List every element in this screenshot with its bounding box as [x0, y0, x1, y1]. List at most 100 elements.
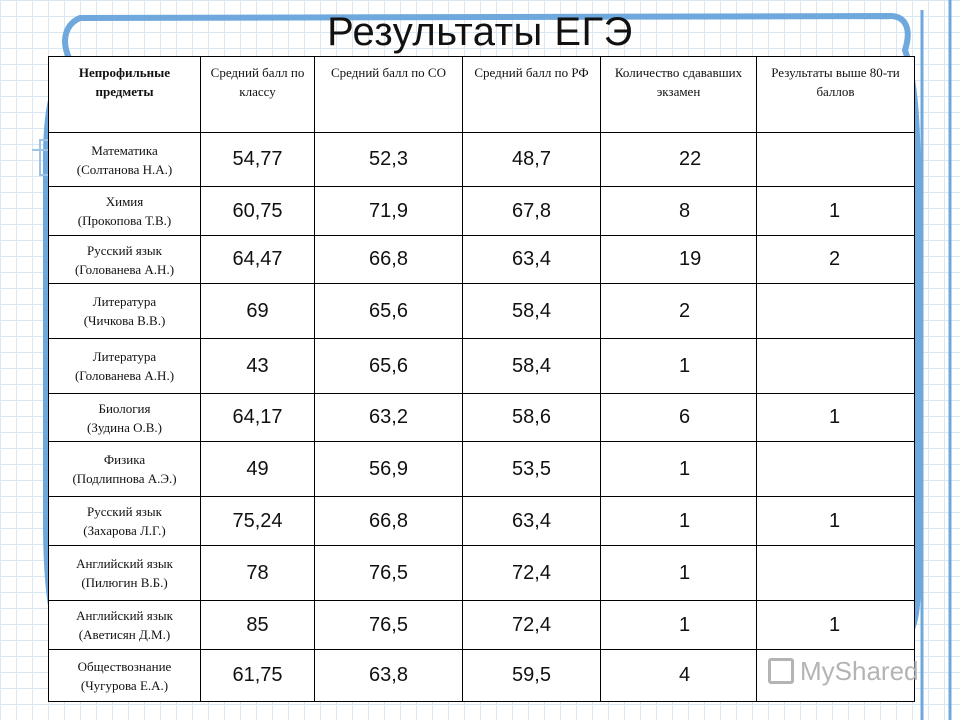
- so-avg-value: 63,8: [369, 664, 408, 686]
- so-avg-value: 71,9: [369, 199, 408, 222]
- header-above80: Результаты выше 80-ти баллов: [756, 56, 915, 133]
- subject-cell: Физика (Подлипнова А.Э.): [48, 441, 201, 497]
- so-avg-cell: 66,8: [314, 496, 463, 546]
- subject-cell: Литература (Голованева А.Н.): [48, 338, 201, 394]
- subject-name: Обществознание: [77, 658, 172, 674]
- teacher-name: (Зудина О.В.): [87, 419, 162, 435]
- class-avg-cell: 49: [200, 441, 315, 497]
- so-avg-cell: 63,2: [314, 393, 463, 442]
- above80-value: 2: [829, 248, 841, 270]
- subject-name: Литература: [92, 349, 157, 364]
- table-row: Английский язык (Аветисян Д.М.) 85 76,5 72,4…: [48, 600, 915, 650]
- rf-avg-cell: 63,4: [462, 496, 601, 546]
- class-avg-value: 43: [246, 354, 269, 377]
- subject-name: Химия: [105, 194, 144, 209]
- so-avg-cell: 76,5: [314, 545, 463, 601]
- class-avg-value: 85: [246, 613, 269, 636]
- subject-name: Биология: [98, 400, 151, 416]
- rf-avg-value: 72,4: [512, 613, 551, 636]
- above80-cell: 1: [756, 393, 915, 442]
- table-row: Химия (Прокопова Т.В.) 60,75 71,9 67,8 8 1: [48, 186, 915, 236]
- class-avg-cell: 64,47: [200, 235, 315, 284]
- class-avg-value: 64,17: [232, 406, 283, 428]
- class-avg-value: 64,47: [232, 248, 283, 270]
- count-value: 19: [679, 248, 702, 270]
- count-cell: 19: [600, 235, 757, 284]
- page-title: Результаты ЕГЭ: [327, 10, 633, 54]
- rf-avg-cell: 48,7: [462, 132, 601, 187]
- class-avg-cell: 75,24: [200, 496, 315, 546]
- above80-cell: [756, 283, 915, 339]
- watermark-text: MyShared: [800, 656, 919, 686]
- class-avg-value: 69: [246, 299, 269, 322]
- above80-value: 1: [829, 509, 841, 532]
- header-so-avg: Средний балл по СО: [314, 56, 463, 133]
- header-count: Количество сдававших экзамен: [600, 56, 757, 133]
- teacher-name: (Чичкова В.В.): [83, 313, 166, 328]
- subject-cell: Английский язык (Аветисян Д.М.): [48, 600, 201, 650]
- rf-avg-value: 72,4: [512, 561, 551, 584]
- count-value: 1: [679, 613, 691, 636]
- class-avg-value: 54,77: [232, 148, 283, 170]
- presentation-icon: [768, 658, 794, 684]
- teacher-name: (Чугурова Е.А.): [80, 677, 169, 693]
- subject-cell: Химия (Прокопова Т.В.): [48, 186, 201, 236]
- so-avg-value: 65,6: [369, 354, 408, 377]
- above80-value: 1: [829, 406, 841, 428]
- table-row: Литература (Чичкова В.В.) 69 65,6 58,4 2: [48, 283, 915, 339]
- subject-name: Физика: [103, 452, 146, 467]
- so-avg-cell: 65,6: [314, 338, 463, 394]
- so-avg-cell: 56,9: [314, 441, 463, 497]
- so-avg-value: 76,5: [369, 613, 408, 636]
- subject-name: Английский язык: [76, 608, 173, 623]
- class-avg-cell: 85: [200, 600, 315, 650]
- above80-cell: [756, 132, 915, 187]
- class-avg-cell: 60,75: [200, 186, 315, 236]
- table-row: Русский язык (Захарова Л.Г.) 75,24 66,8 63,4…: [48, 496, 915, 546]
- subject-cell: Литература (Чичкова В.В.): [48, 283, 201, 339]
- so-avg-value: 76,5: [369, 561, 408, 584]
- above80-cell: [756, 441, 915, 497]
- table-row: Обществознание (Чугурова Е.А.) 61,75 63,8 59…: [48, 649, 915, 702]
- table-row: Математика (Солтанова Н.А.) 54,77 52,3 48,7 2…: [48, 132, 915, 187]
- header-subjects: Непрофильные предметы: [48, 56, 201, 133]
- so-avg-value: 65,6: [369, 299, 408, 322]
- count-cell: 1: [600, 496, 757, 546]
- rf-avg-value: 58,4: [512, 354, 551, 377]
- class-avg-cell: 69: [200, 283, 315, 339]
- subject-name: Русский язык: [87, 504, 162, 519]
- above80-cell: [756, 338, 915, 394]
- rf-avg-cell: 67,8: [462, 186, 601, 236]
- teacher-name: (Прокопова Т.В.): [77, 213, 172, 228]
- class-avg-value: 60,75: [232, 199, 283, 222]
- table-row: Английский язык (Пилюгин В.Б.) 78 76,5 72,4 1: [48, 545, 915, 601]
- class-avg-cell: 78: [200, 545, 315, 601]
- so-avg-value: 66,8: [369, 509, 408, 532]
- count-value: 1: [679, 457, 691, 480]
- rf-avg-cell: 58,6: [462, 393, 601, 442]
- rf-avg-cell: 72,4: [462, 545, 601, 601]
- rf-avg-value: 59,5: [512, 664, 551, 686]
- count-cell: 6: [600, 393, 757, 442]
- count-cell: 1: [600, 441, 757, 497]
- teacher-name: (Захарова Л.Г.): [83, 523, 166, 538]
- class-avg-cell: 61,75: [200, 649, 315, 702]
- class-avg-cell: 54,77: [200, 132, 315, 187]
- rf-avg-cell: 59,5: [462, 649, 601, 702]
- count-cell: 22: [600, 132, 757, 187]
- subject-cell: Русский язык (Голованева А.Н.): [48, 235, 201, 284]
- class-avg-value: 61,75: [232, 664, 283, 686]
- teacher-name: (Голованева А.Н.): [74, 261, 175, 277]
- rf-avg-value: 53,5: [512, 457, 551, 480]
- so-avg-cell: 65,6: [314, 283, 463, 339]
- count-cell: 1: [600, 338, 757, 394]
- so-avg-cell: 52,3: [314, 132, 463, 187]
- so-avg-value: 52,3: [369, 148, 408, 170]
- count-value: 1: [679, 509, 691, 532]
- rf-avg-value: 67,8: [512, 199, 551, 222]
- rf-avg-value: 63,4: [512, 509, 551, 532]
- teacher-name: (Аветисян Д.М.): [78, 627, 171, 642]
- rf-avg-cell: 53,5: [462, 441, 601, 497]
- count-value: 2: [679, 299, 691, 322]
- count-cell: 1: [600, 600, 757, 650]
